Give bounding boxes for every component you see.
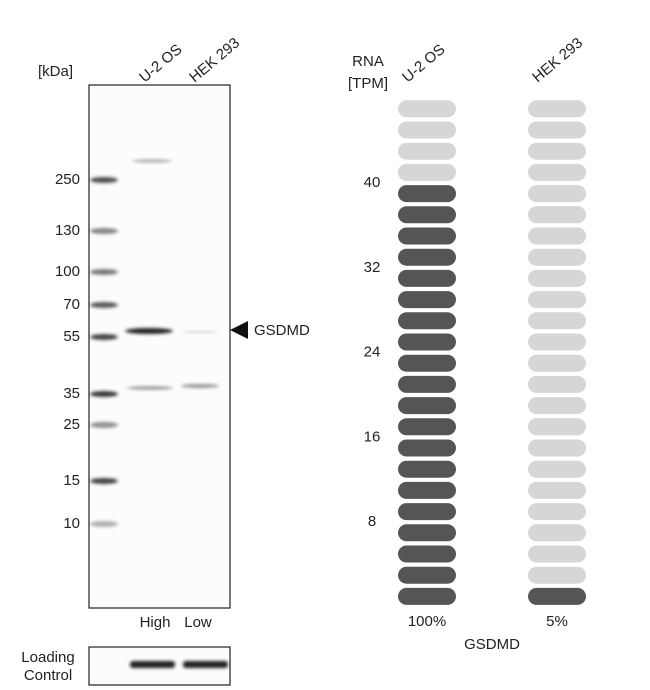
level-label: High (140, 614, 171, 631)
pill-filled (398, 503, 456, 521)
marker-band (90, 478, 118, 484)
pill-empty (528, 333, 586, 351)
pill-filled (398, 269, 456, 287)
marker-band (90, 302, 118, 308)
pill-empty (528, 545, 586, 563)
pill-filled (398, 587, 456, 605)
pill-empty (528, 269, 586, 287)
band (125, 328, 173, 334)
marker-label: 100 (55, 263, 80, 280)
pill-filled (398, 418, 456, 436)
pill-filled (398, 333, 456, 351)
blot-bands (125, 159, 219, 390)
pill-filled (398, 248, 456, 266)
pill-filled (398, 397, 456, 415)
pill-empty (528, 163, 586, 181)
marker-band (90, 228, 118, 234)
gene-label: GSDMD (464, 636, 520, 653)
loading-band (130, 661, 175, 668)
pill-empty (398, 163, 456, 181)
marker-band (90, 391, 118, 397)
marker-label: 70 (63, 296, 80, 313)
marker-band (90, 521, 118, 527)
pill-empty (528, 227, 586, 245)
band (132, 159, 172, 163)
pill-filled (398, 185, 456, 203)
marker-band (90, 269, 118, 275)
pill-filled (398, 354, 456, 372)
pill-empty (528, 185, 586, 203)
pill-filled (398, 206, 456, 224)
pill-filled (398, 566, 456, 584)
loading-label: Control (24, 667, 72, 684)
pill-filled (398, 545, 456, 563)
marker-label: 250 (55, 171, 80, 188)
pill-filled (398, 312, 456, 330)
marker-label: 15 (63, 472, 80, 489)
pill-empty (528, 375, 586, 393)
kda-label: [kDa] (38, 63, 73, 80)
marker-label: 130 (55, 222, 80, 239)
lane-label: U-2 OS (136, 41, 185, 86)
pill-empty (528, 439, 586, 457)
rna-label: [TPM] (348, 75, 388, 92)
rna-tick-label: 40 (364, 174, 381, 191)
pill-empty (528, 418, 586, 436)
target-label: GSDMD (254, 322, 310, 339)
pill-empty (528, 566, 586, 584)
marker-label: 25 (63, 416, 80, 433)
pill-filled (398, 439, 456, 457)
pill-empty (528, 248, 586, 266)
marker-label: 35 (63, 385, 80, 402)
pill-empty (528, 291, 586, 309)
pill-empty (528, 100, 586, 118)
marker-label: 10 (63, 515, 80, 532)
pill-empty (528, 397, 586, 415)
pill-empty (528, 524, 586, 542)
band (181, 384, 219, 388)
pill-empty (528, 142, 586, 160)
marker-band (90, 177, 118, 183)
pill-filled (398, 524, 456, 542)
pill-empty (528, 503, 586, 521)
rna-tick-label: 8 (368, 513, 376, 530)
pill-empty (528, 354, 586, 372)
rna-column-label: U-2 OS (399, 41, 448, 86)
pill-empty (398, 121, 456, 139)
level-label: Low (184, 614, 212, 631)
pill-filled (398, 291, 456, 309)
pill-empty (528, 312, 586, 330)
pill-filled (398, 481, 456, 499)
rna-column-label: HEK 293 (529, 34, 586, 86)
band (182, 331, 218, 333)
pill-filled (398, 227, 456, 245)
pill-empty (528, 206, 586, 224)
pill-empty (398, 142, 456, 160)
rna-tick-label: 32 (364, 259, 381, 276)
target-arrow (230, 321, 248, 339)
pill-empty (528, 481, 586, 499)
lane-label: HEK 293 (186, 34, 243, 86)
loading-band (183, 661, 228, 668)
percent-label: 5% (546, 613, 568, 630)
pill-empty (528, 121, 586, 139)
rna-tick-label: 16 (364, 428, 381, 445)
marker-band (90, 334, 118, 340)
pill-empty (398, 100, 456, 118)
marker-band (90, 422, 118, 428)
pill-filled (528, 587, 586, 605)
band (127, 386, 173, 390)
pill-filled (398, 460, 456, 478)
pill-filled (398, 375, 456, 393)
pill-empty (528, 460, 586, 478)
rna-tick-label: 24 (364, 344, 381, 361)
blot-frame (88, 84, 231, 609)
percent-label: 100% (408, 613, 446, 630)
loading-label: Loading (21, 649, 74, 666)
marker-label: 55 (63, 328, 80, 345)
rna-label: RNA (352, 53, 384, 70)
